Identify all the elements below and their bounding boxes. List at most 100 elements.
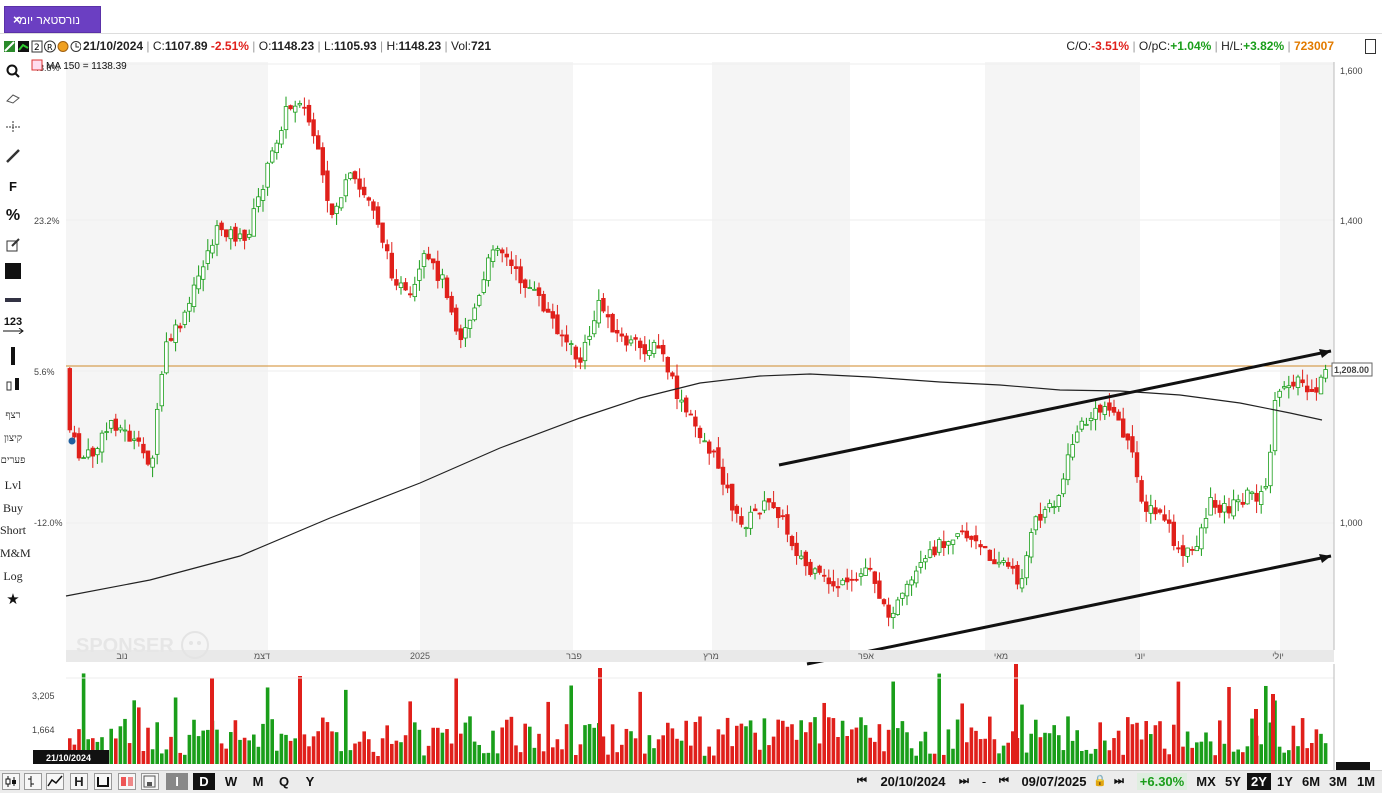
trendline-tool-icon[interactable] <box>0 148 26 167</box>
color-bars-icon[interactable] <box>118 773 136 790</box>
chart-mode-icons[interactable]: 2 R <box>3 38 82 54</box>
volume-bar <box>781 720 785 764</box>
range-2y[interactable]: 2Y <box>1247 773 1271 790</box>
volume-bar <box>528 726 532 764</box>
volume-bar <box>348 750 353 764</box>
volume-bar <box>302 734 307 764</box>
volume-bar <box>183 754 187 764</box>
volume-bar <box>1001 745 1006 764</box>
settings-icon[interactable] <box>1365 39 1376 54</box>
candle-body <box>260 189 266 201</box>
toolbar-lvl[interactable]: Lvl <box>4 478 22 492</box>
candle-body <box>679 399 684 403</box>
percent-tool-icon[interactable]: % <box>5 207 21 224</box>
price-chart[interactable]: נוב דצמ 2025 פבר מרץ אפר מאי יוני יולי SPONSER 1… <box>0 58 1382 770</box>
toolbar-gaps[interactable]: פערים <box>0 455 26 466</box>
line-width-icon[interactable] <box>0 292 26 307</box>
candle-body <box>136 437 141 442</box>
volume-bar <box>486 752 491 764</box>
period-intraday[interactable]: I <box>166 773 188 790</box>
toolbar-short[interactable]: Short <box>0 523 27 537</box>
toolbar-sequence[interactable]: רצף <box>5 410 21 421</box>
to-date[interactable]: 09/07/2025 <box>1021 774 1087 789</box>
candle-body <box>449 295 454 313</box>
candle-body <box>1236 499 1241 503</box>
volume-bar <box>1250 718 1254 764</box>
hlc-chart-icon[interactable]: H <box>70 773 88 790</box>
close-tab-button[interactable]: × <box>13 12 21 27</box>
candle-body <box>205 250 210 264</box>
candle-style-icon[interactable] <box>0 376 26 397</box>
volume-bar <box>638 691 642 764</box>
range-mx[interactable]: MX <box>1196 774 1216 789</box>
edit-icon[interactable] <box>0 238 26 255</box>
chart-tab[interactable]: × נורסטאר יומי <box>4 6 101 33</box>
toolbar-mm[interactable]: M&M <box>0 546 31 560</box>
candle-body <box>697 427 703 439</box>
period-quarterly[interactable]: Q <box>278 774 290 789</box>
last-date-nav-icon[interactable]: ⏭ <box>1114 775 1124 787</box>
candle-body <box>527 287 532 289</box>
number-tool-icon[interactable]: 123 <box>0 316 26 334</box>
range-1m[interactable]: 1M <box>1356 774 1376 789</box>
chart-svg[interactable]: נוב דצמ 2025 פבר מרץ אפר מאי יוני יולי SPONSER 1… <box>0 58 1382 770</box>
save-icon[interactable] <box>141 773 159 790</box>
candle-body <box>1144 501 1149 512</box>
volume-bar <box>859 717 863 764</box>
volume-bar <box>1020 704 1024 764</box>
from-date[interactable]: 20/10/2024 <box>880 774 946 789</box>
volume-bar <box>468 716 472 764</box>
range-5y[interactable]: 5Y <box>1225 774 1241 789</box>
info-right: C/O:-3.51% | O/pC:+1.04% | H/L:+3.82% | … <box>1066 39 1334 53</box>
eraser-icon[interactable] <box>0 92 26 107</box>
bars-chart-icon[interactable] <box>24 773 42 790</box>
box-chart-icon[interactable] <box>94 773 112 790</box>
volume-bar <box>758 749 762 764</box>
lock-icon[interactable]: 🔒 <box>1093 775 1107 787</box>
candle-body <box>651 342 657 354</box>
star-icon[interactable]: ★ <box>6 591 20 608</box>
candle-body <box>840 579 845 586</box>
volume-bar <box>712 755 716 764</box>
volume-bar <box>1204 732 1208 764</box>
candle-body <box>109 420 114 429</box>
candle-body <box>688 413 693 416</box>
volume-bar <box>905 732 909 764</box>
color-picker-icon[interactable] <box>0 262 26 283</box>
candles-chart-icon[interactable] <box>2 773 20 790</box>
volume-bar <box>946 729 951 764</box>
range-3m[interactable]: 3M <box>1328 774 1348 789</box>
range-6m[interactable]: 6M <box>1301 774 1321 789</box>
fibonacci-tool-icon[interactable]: F <box>9 179 17 194</box>
candle-body <box>969 535 974 540</box>
period-weekly[interactable]: W <box>224 774 238 789</box>
line-chart-icon[interactable] <box>46 773 64 790</box>
vertical-line-icon[interactable] <box>0 346 26 369</box>
volume-bar <box>422 755 426 764</box>
step-date-nav-icon[interactable]: ⏭ <box>959 775 969 787</box>
toolbar-buy[interactable]: Buy <box>2 501 23 515</box>
first-date-nav-icon[interactable]: ⏮ <box>857 775 867 787</box>
period-daily[interactable]: D <box>193 773 215 790</box>
range-1y[interactable]: 1Y <box>1277 774 1293 789</box>
volume-bar <box>633 738 638 764</box>
volume-bar <box>155 722 159 764</box>
watermark-mascot-icon <box>181 631 209 659</box>
search-icon[interactable] <box>0 64 26 81</box>
period-yearly[interactable]: Y <box>305 774 315 789</box>
volume-bar <box>804 732 808 764</box>
crosshair-icon[interactable] <box>0 120 26 137</box>
volume-bar <box>790 724 794 764</box>
volume-bar <box>785 726 790 764</box>
candle-body <box>196 275 201 290</box>
candle-body <box>964 530 969 539</box>
info-bar: 2 R 21/10/2024 | C:1107.89 -2.51% | O:11… <box>0 36 1382 56</box>
candle-body <box>973 535 979 542</box>
volume-bar <box>523 723 527 764</box>
toolbar-log[interactable]: Log <box>3 569 23 583</box>
co-value: -3.51% <box>1091 39 1130 53</box>
volume-bar <box>997 753 1001 764</box>
to-date-prev-icon[interactable]: ⏮ <box>999 775 1009 787</box>
period-monthly[interactable]: M <box>252 774 264 789</box>
toolbar-extreme[interactable]: קיצון <box>3 433 23 444</box>
